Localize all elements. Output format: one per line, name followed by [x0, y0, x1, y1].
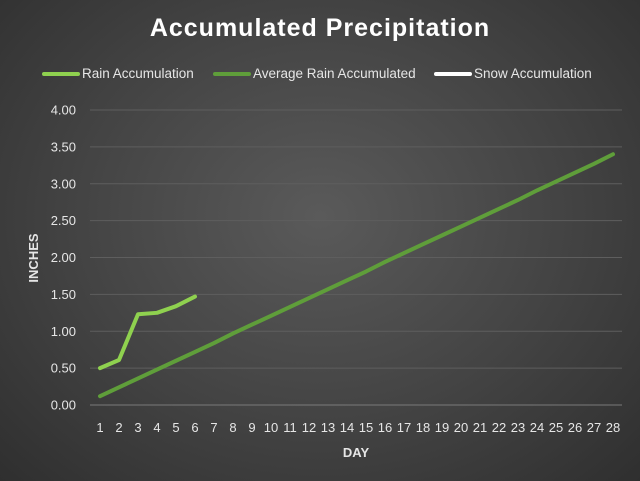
- legend-item-rain-accumulation[interactable]: Rain Accumulation: [42, 66, 194, 81]
- legend-label-snow: Snow Accumulation: [474, 66, 592, 81]
- x-tick-label: 5: [172, 420, 179, 435]
- x-tick-label: 25: [549, 420, 563, 435]
- y-tick-label: 3.50: [51, 139, 76, 154]
- y-tick-label: 2.50: [51, 213, 76, 228]
- x-tick-label: 16: [378, 420, 392, 435]
- x-tick-label: 4: [153, 420, 160, 435]
- legend-item-snow-accumulation[interactable]: Snow Accumulation: [434, 66, 592, 81]
- x-tick-label: 7: [210, 420, 217, 435]
- x-tick-label: 21: [473, 420, 487, 435]
- x-tick-label: 6: [191, 420, 198, 435]
- y-tick-label: 3.00: [51, 176, 76, 191]
- y-tick-label: 1.00: [51, 324, 76, 339]
- y-tick-label: 1.50: [51, 287, 76, 302]
- x-tick-label: 3: [134, 420, 141, 435]
- chart-title: Accumulated Precipitation: [149, 14, 491, 42]
- series-line-average-rain-accumulated: [98, 152, 615, 399]
- x-tick-label: 14: [340, 420, 354, 435]
- x-tick-label: 22: [492, 420, 506, 435]
- x-tick-label: 17: [397, 420, 411, 435]
- legend-swatch-rain: [42, 71, 80, 76]
- x-tick-label: 27: [587, 420, 601, 435]
- x-tick-label: 20: [454, 420, 468, 435]
- x-tick-label: 18: [416, 420, 430, 435]
- x-tick-label: 19: [435, 420, 449, 435]
- y-axis-title: INCHES: [26, 233, 41, 282]
- x-tick-label: 13: [321, 420, 335, 435]
- legend-swatch-snow: [434, 71, 472, 76]
- x-tick-label: 9: [248, 420, 255, 435]
- legend-item-average-rain[interactable]: Average Rain Accumulated: [213, 66, 416, 81]
- legend-swatch-average: [213, 71, 251, 76]
- x-tick-label: 28: [606, 420, 620, 435]
- x-tick-label: 8: [229, 420, 236, 435]
- x-tick-label: 2: [115, 420, 122, 435]
- legend: Rain Accumulation Average Rain Accumulat…: [0, 66, 640, 86]
- x-tick-label: 1: [96, 420, 103, 435]
- legend-label-rain: Rain Accumulation: [82, 66, 194, 81]
- x-tick-label: 23: [511, 420, 525, 435]
- x-tick-label: 26: [568, 420, 582, 435]
- legend-label-average: Average Rain Accumulated: [253, 66, 416, 81]
- y-tick-label: 0.00: [51, 398, 76, 413]
- x-tick-label: 15: [359, 420, 373, 435]
- y-tick-label: 4.00: [51, 103, 76, 118]
- x-tick-label: 11: [283, 420, 297, 435]
- x-axis-title: DAY: [343, 445, 370, 460]
- x-tick-label: 10: [264, 420, 278, 435]
- x-tick-label: 12: [302, 420, 316, 435]
- y-tick-label: 0.50: [51, 361, 76, 376]
- y-tick-label: 2.00: [51, 250, 76, 265]
- x-tick-label: 24: [530, 420, 544, 435]
- series-line-rain-accumulation: [98, 294, 197, 371]
